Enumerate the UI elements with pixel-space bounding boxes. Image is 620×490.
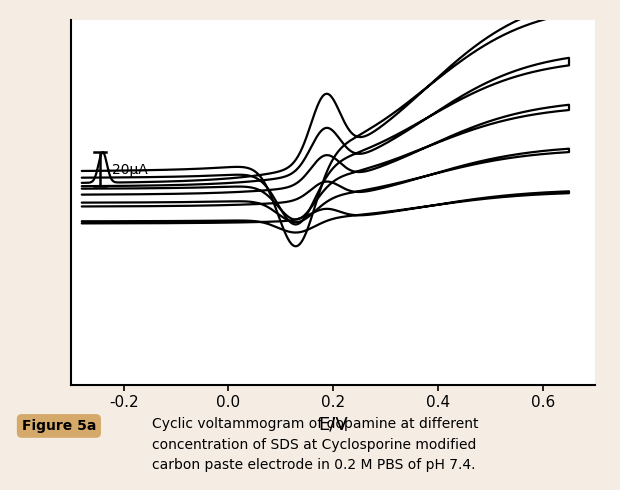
Text: 20μA: 20μA <box>112 163 148 177</box>
Text: Cyclic voltammogram of dopamine at different
concentration of SDS at Cyclosporin: Cyclic voltammogram of dopamine at diffe… <box>152 417 479 471</box>
Text: Figure 5a: Figure 5a <box>22 419 96 433</box>
X-axis label: E/V: E/V <box>319 416 348 434</box>
